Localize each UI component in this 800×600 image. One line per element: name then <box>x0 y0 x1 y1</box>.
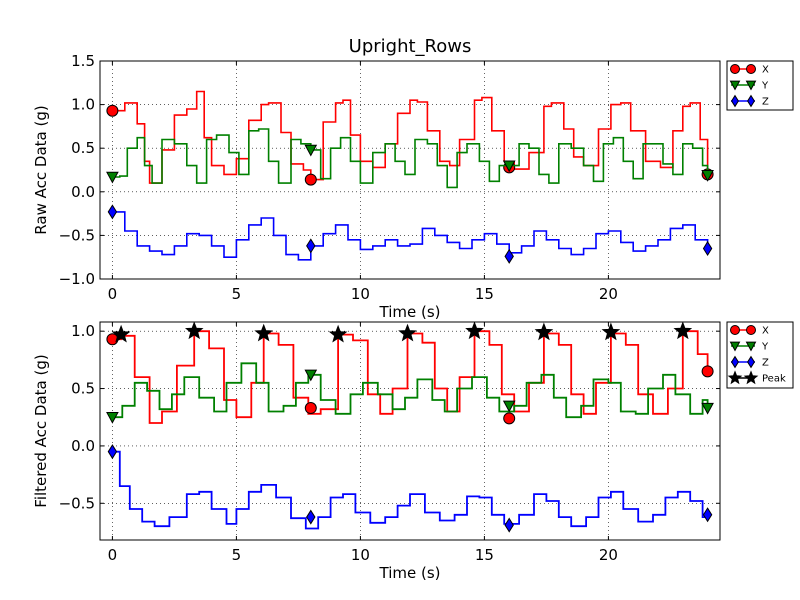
raw-acc-series-z-marker <box>107 204 118 220</box>
raw-acc-y-tick-label: −0.5 <box>59 226 95 244</box>
filtered-acc-x-tick-label: 20 <box>599 546 618 564</box>
filtered-acc-legend-x-marker <box>746 325 756 335</box>
raw-acc-series-y-marker <box>106 171 119 184</box>
filtered-acc-series <box>106 321 714 533</box>
filtered-acc-series-z-line <box>112 450 709 530</box>
raw-acc-legend-x-marker <box>746 64 756 74</box>
raw-acc-legend-y-marker <box>745 80 757 91</box>
raw-acc-series-z-marker <box>504 248 514 264</box>
filtered-acc-series-peak-marker <box>111 324 131 343</box>
filtered-acc-series-y-marker <box>701 402 714 415</box>
filtered-acc-axes-frame <box>99 321 721 541</box>
filtered-acc-legend-z-label: Z <box>762 358 769 369</box>
raw-acc-legend: XYZ <box>726 60 794 111</box>
filtered-acc-series-y-marker <box>304 369 318 382</box>
filtered-acc-series-z-marker <box>702 507 713 523</box>
filtered-acc-series-peak-marker <box>534 322 554 341</box>
filtered-acc-series-peak-marker <box>398 323 417 342</box>
figure-title: Upright_Rows <box>349 36 472 57</box>
filtered-acc-legend-x-marker <box>730 325 740 335</box>
raw-acc-legend-z-marker <box>731 94 739 108</box>
raw-acc-series <box>106 90 714 264</box>
filtered-acc-series-peak-marker <box>184 321 204 340</box>
filtered-acc-legend-peak-marker <box>743 370 759 385</box>
raw-acc-y-tick-label: 0.0 <box>71 183 95 201</box>
raw-acc-legend-z-marker <box>747 94 755 108</box>
raw-acc-series-y-line <box>112 128 709 189</box>
filtered-acc-series-z-marker <box>306 509 316 525</box>
raw-acc-x-tick-label: 15 <box>475 285 494 303</box>
filtered-acc-x-tick-label: 0 <box>108 546 118 564</box>
raw-acc-legend-y-marker <box>729 80 741 91</box>
raw-acc-legend-y-label: Y <box>761 81 769 92</box>
raw-acc-legend-z-label: Z <box>762 97 769 108</box>
filtered-acc-series-y-line <box>112 362 709 419</box>
raw-acc-series-z-line <box>112 211 709 261</box>
filtered-acc-series-peak-marker <box>328 324 348 343</box>
filtered-acc-legend-y-label: Y <box>761 342 769 353</box>
raw-acc-series-y-marker <box>304 144 318 157</box>
filtered-acc-panel: 0 5 10 15 20 −0.5 0.0 0.5 1.0 Time (s) Filtered … <box>32 321 794 582</box>
filtered-acc-x-axis-label: Time (s) <box>379 564 441 582</box>
raw-acc-y-axis-label: Raw Acc Data (g) <box>32 105 50 234</box>
raw-acc-series-x-line <box>112 90 709 184</box>
raw-acc-series-z-marker <box>702 240 713 257</box>
raw-acc-x-tick-label: 20 <box>599 285 618 303</box>
filtered-acc-legend-z-marker <box>747 355 755 369</box>
raw-acc-y-tick-label: 1.0 <box>71 96 95 114</box>
filtered-acc-x-tick-label: 10 <box>351 546 370 564</box>
raw-acc-series-x-marker <box>106 104 119 117</box>
filtered-acc-series-z-marker <box>504 517 514 533</box>
filtered-acc-series-x-marker <box>701 365 714 378</box>
filtered-acc-x-tick-label: 15 <box>475 546 494 564</box>
raw-acc-y-tick-label: 1.5 <box>71 52 95 70</box>
raw-acc-panel: 0 5 10 15 20 −1.0 −0.5 0.0 0.5 1.0 1.5 Time (s) Ra… <box>32 52 794 321</box>
filtered-acc-series-peak-marker <box>601 322 621 341</box>
raw-acc-axes-frame <box>99 60 721 280</box>
raw-acc-y-tick-label: −1.0 <box>59 270 95 288</box>
filtered-acc-y-axis-label: Filtered Acc Data (g) <box>32 354 50 507</box>
filtered-acc-series-peak-marker <box>673 321 693 340</box>
raw-acc-series-y-marker <box>701 170 714 182</box>
filtered-acc-y-tick-label: 0.0 <box>71 437 95 455</box>
filtered-acc-series-peak-marker <box>254 323 274 342</box>
filtered-acc-series-y-marker <box>106 412 119 424</box>
filtered-acc-series-y-marker <box>502 400 516 413</box>
raw-acc-x-axis-label: Time (s) <box>379 303 441 321</box>
filtered-acc-legend-y-marker <box>729 341 741 352</box>
filtered-acc-legend: XYZ Peak <box>726 321 794 389</box>
filtered-acc-y-tick-label: 1.0 <box>71 322 95 340</box>
raw-acc-series-x-marker <box>304 173 317 186</box>
filtered-acc-legend-peak-marker <box>727 370 743 385</box>
filtered-acc-ticks: 0 5 10 15 20 −0.5 0.0 0.5 1.0 <box>59 322 720 564</box>
filtered-acc-legend-y-marker <box>745 341 757 352</box>
filtered-acc-legend-z-marker <box>731 355 739 369</box>
raw-acc-x-tick-label: 0 <box>108 285 118 303</box>
raw-acc-x-tick-label: 10 <box>351 285 370 303</box>
raw-acc-legend-x-marker <box>730 64 740 74</box>
filtered-acc-y-tick-label: 0.5 <box>71 380 95 398</box>
raw-acc-ticks: 0 5 10 15 20 −1.0 −0.5 0.0 0.5 1.0 1.5 <box>59 52 720 303</box>
raw-acc-legend-x-label: X <box>762 65 769 76</box>
raw-acc-x-tick-label: 5 <box>232 285 242 303</box>
filtered-acc-legend-peak-label: Peak <box>762 374 786 385</box>
filtered-acc-legend-x-label: X <box>762 326 769 337</box>
filtered-acc-series-x-line <box>112 330 709 424</box>
filtered-acc-series-x-marker <box>304 402 317 415</box>
raw-acc-series-y-marker <box>502 160 516 173</box>
filtered-acc-series-x-marker <box>503 412 516 425</box>
raw-acc-y-tick-label: 0.5 <box>71 139 95 157</box>
filtered-acc-series-peak-marker <box>465 321 484 340</box>
raw-acc-series-z-marker <box>306 238 316 254</box>
filtered-acc-y-tick-label: −0.5 <box>59 494 95 512</box>
filtered-acc-series-z-marker <box>107 444 118 460</box>
filtered-acc-x-tick-label: 5 <box>232 546 242 564</box>
